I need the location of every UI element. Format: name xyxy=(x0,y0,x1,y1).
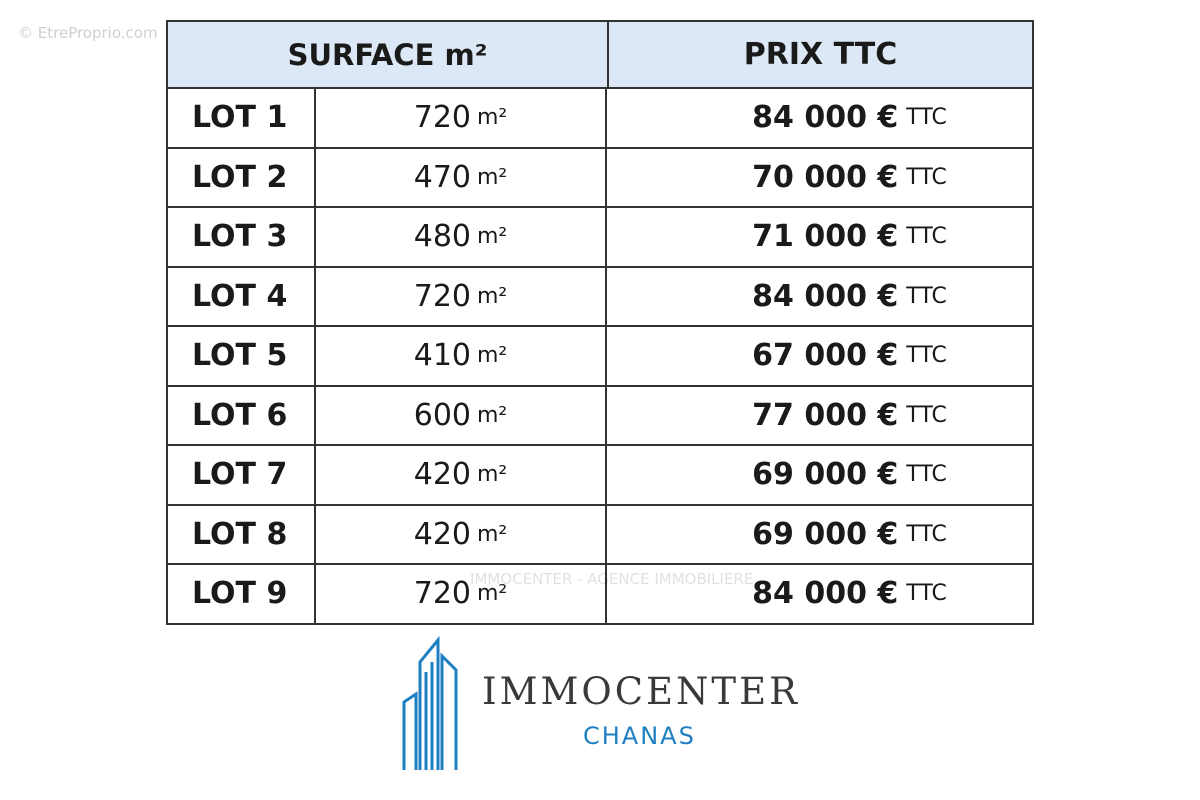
price-value: 77 000 € xyxy=(752,397,899,433)
price-suffix: TTC xyxy=(906,164,947,190)
logo-city: CHANAS xyxy=(583,722,696,750)
price-cell: 84 000 € TTC xyxy=(607,565,1032,623)
header-cell: PRIX TTC xyxy=(743,37,898,72)
lot-cell: LOT 5 xyxy=(168,327,316,385)
surface-unit: m² xyxy=(477,224,508,250)
price-value: 84 000 € xyxy=(752,278,899,314)
surface-cell: 720 m² xyxy=(316,89,607,147)
watermark: © EtreProprio.com xyxy=(18,24,158,42)
surface-value: 420 xyxy=(413,457,471,493)
surface-cell: 470 m² xyxy=(316,148,607,206)
surface-unit: m² xyxy=(477,581,508,607)
surface-value: 720 xyxy=(413,278,471,314)
surface-value: 420 xyxy=(413,516,471,552)
table-header: SURFACE m² PRIX TTC xyxy=(168,22,1032,87)
lot-cell: LOT 7 xyxy=(168,446,316,504)
price-suffix: TTC xyxy=(906,402,947,428)
lot-cell: LOT 3 xyxy=(168,208,316,266)
surface-value: 720 xyxy=(413,100,471,136)
price-value: 71 000 € xyxy=(752,219,899,255)
price-cell: 77 000 € TTC xyxy=(607,387,1032,445)
surface-cell: 720 m² xyxy=(316,565,607,623)
price-suffix: TTC xyxy=(906,462,947,488)
surface-value: 600 xyxy=(413,397,471,433)
header-cell: SURFACE m² xyxy=(168,22,609,87)
price-cell: 70 000 € TTC xyxy=(607,149,1032,207)
lot-cell: LOT 1 xyxy=(168,89,316,147)
price-cell: 67 000 € TTC xyxy=(607,327,1032,385)
price-suffix: TTC xyxy=(906,521,947,547)
price-suffix: TTC xyxy=(906,581,947,607)
surface-cell: 720 m² xyxy=(316,267,607,325)
table-row: LOT 3 480 m² 71 000 € TTC xyxy=(168,206,1032,266)
surface-cell: 420 m² xyxy=(316,505,607,563)
surface-unit: m² xyxy=(477,164,508,190)
price-suffix: TTC xyxy=(906,105,947,131)
price-table: SURFACE m² PRIX TTC LOT 1 720 m² 84 000 € TT… xyxy=(166,20,1034,625)
lot-cell: LOT 4 xyxy=(168,267,316,325)
price-cell: 84 000 € TTC xyxy=(607,268,1032,326)
surface-value: 470 xyxy=(413,159,471,195)
lot-cell: LOT 2 xyxy=(168,148,316,206)
overlay-watermark: IMMOCENTER - AGENCE IMMOBILIERE xyxy=(470,570,754,588)
surface-cell: 600 m² xyxy=(316,386,607,444)
surface-value: 410 xyxy=(413,338,471,374)
price-suffix: TTC xyxy=(906,283,947,309)
logo-icon xyxy=(402,635,458,770)
surface-value: 720 xyxy=(413,576,471,612)
lot-cell: LOT 9 xyxy=(168,565,316,623)
table-row: LOT 2 470 m² 70 000 € TTC xyxy=(168,146,1032,207)
price-cell: 84 000 € TTC xyxy=(607,89,1032,147)
surface-unit: m² xyxy=(477,283,508,309)
price-value: 69 000 € xyxy=(752,516,899,552)
price-value: 84 000 € xyxy=(752,100,899,136)
price-value: 84 000 € xyxy=(752,576,899,612)
price-value: 70 000 € xyxy=(752,159,899,195)
lot-cell: LOT 6 xyxy=(168,386,316,444)
surface-unit: m² xyxy=(477,462,508,488)
table-row: LOT 8 420 m² 69 000 € TTC xyxy=(168,503,1032,564)
price-value: 67 000 € xyxy=(752,338,899,374)
table-row: LOT 5 410 m² 67 000 € TTC xyxy=(168,325,1032,385)
price-value: 69 000 € xyxy=(752,457,899,493)
price-suffix: TTC xyxy=(906,224,947,250)
surface-unit: m² xyxy=(477,402,508,428)
table-row: LOT 9 720 m² 84 000 € TTC xyxy=(168,563,1032,623)
surface-cell: 420 m² xyxy=(316,446,607,504)
lot-cell: LOT 8 xyxy=(168,505,316,563)
surface-cell: 410 m² xyxy=(316,327,607,385)
table-row: LOT 1 720 m² 84 000 € TTC xyxy=(168,87,1032,147)
surface-unit: m² xyxy=(477,521,508,547)
surface-cell: 480 m² xyxy=(316,208,607,266)
surface-value: 480 xyxy=(413,219,471,255)
price-cell: 69 000 € TTC xyxy=(607,446,1032,504)
table-row: LOT 7 420 m² 69 000 € TTC xyxy=(168,444,1032,504)
surface-unit: m² xyxy=(477,105,508,131)
logo-name: IMMOCENTER xyxy=(482,670,800,713)
price-cell: 69 000 € TTC xyxy=(607,506,1032,564)
price-cell: 71 000 € TTC xyxy=(607,208,1032,266)
table-row: LOT 4 720 m² 84 000 € TTC xyxy=(168,265,1032,326)
table-row: LOT 6 600 m² 77 000 € TTC xyxy=(168,384,1032,445)
price-suffix: TTC xyxy=(906,343,947,369)
surface-unit: m² xyxy=(477,343,508,369)
